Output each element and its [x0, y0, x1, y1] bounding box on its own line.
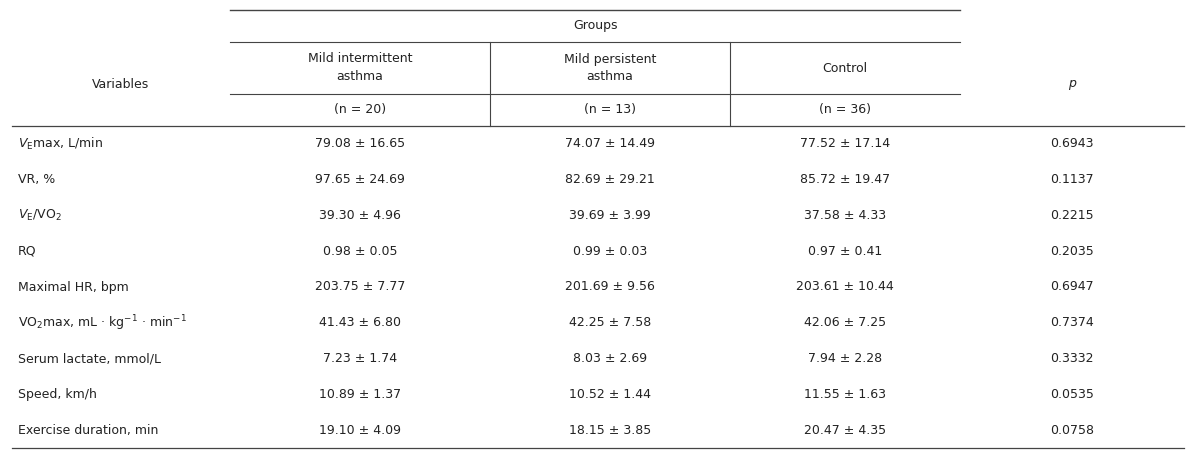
Text: 0.6947: 0.6947 — [1050, 280, 1094, 294]
Text: Maximal HR, bpm: Maximal HR, bpm — [18, 280, 129, 294]
Text: Exercise duration, min: Exercise duration, min — [18, 424, 158, 436]
Text: 203.61 ± 10.44: 203.61 ± 10.44 — [797, 280, 893, 294]
Text: 42.06 ± 7.25: 42.06 ± 7.25 — [804, 316, 886, 329]
Text: 97.65 ± 24.69: 97.65 ± 24.69 — [315, 173, 405, 186]
Text: $\mathit{V}_{\mathrm{E}}$max, L/min: $\mathit{V}_{\mathrm{E}}$max, L/min — [18, 136, 103, 152]
Text: 79.08 ± 16.65: 79.08 ± 16.65 — [315, 137, 405, 150]
Text: 0.7374: 0.7374 — [1050, 316, 1094, 329]
Text: 37.58 ± 4.33: 37.58 ± 4.33 — [804, 209, 886, 222]
Text: Variables: Variables — [92, 77, 150, 91]
Text: 18.15 ± 3.85: 18.15 ± 3.85 — [569, 424, 651, 436]
Text: 0.3332: 0.3332 — [1050, 352, 1094, 365]
Text: Mild intermittent
asthma: Mild intermittent asthma — [307, 53, 413, 83]
Text: 39.69 ± 3.99: 39.69 ± 3.99 — [569, 209, 651, 222]
Text: (n = 20): (n = 20) — [334, 104, 386, 116]
Text: 201.69 ± 9.56: 201.69 ± 9.56 — [565, 280, 655, 294]
Text: 0.99 ± 0.03: 0.99 ± 0.03 — [573, 245, 647, 258]
Text: 19.10 ± 4.09: 19.10 ± 4.09 — [319, 424, 401, 436]
Text: 41.43 ± 6.80: 41.43 ± 6.80 — [319, 316, 401, 329]
Text: 82.69 ± 29.21: 82.69 ± 29.21 — [566, 173, 655, 186]
Text: 42.25 ± 7.58: 42.25 ± 7.58 — [569, 316, 651, 329]
Text: (n = 36): (n = 36) — [819, 104, 871, 116]
Text: Speed, km/h: Speed, km/h — [18, 388, 97, 401]
Text: Serum lactate, mmol/L: Serum lactate, mmol/L — [18, 352, 161, 365]
Text: 0.0535: 0.0535 — [1050, 388, 1094, 401]
Text: 11.55 ± 1.63: 11.55 ± 1.63 — [804, 388, 886, 401]
Text: VR, %: VR, % — [18, 173, 55, 186]
Text: 8.03 ± 2.69: 8.03 ± 2.69 — [573, 352, 647, 365]
Text: RQ: RQ — [18, 245, 37, 258]
Text: 203.75 ± 7.77: 203.75 ± 7.77 — [315, 280, 405, 294]
Text: 85.72 ± 19.47: 85.72 ± 19.47 — [800, 173, 890, 186]
Text: Mild persistent
asthma: Mild persistent asthma — [563, 53, 657, 83]
Text: 0.1137: 0.1137 — [1050, 173, 1094, 186]
Text: 7.23 ± 1.74: 7.23 ± 1.74 — [323, 352, 397, 365]
Text: 0.0758: 0.0758 — [1050, 424, 1094, 436]
Text: 0.2215: 0.2215 — [1050, 209, 1094, 222]
Text: Control: Control — [823, 61, 867, 75]
Text: 0.2035: 0.2035 — [1050, 245, 1094, 258]
Text: 10.52 ± 1.44: 10.52 ± 1.44 — [569, 388, 651, 401]
Text: 0.97 ± 0.41: 0.97 ± 0.41 — [807, 245, 883, 258]
Text: 7.94 ± 2.28: 7.94 ± 2.28 — [808, 352, 883, 365]
Text: $\mathit{V}_{\mathrm{E}}$/VO$_{2}$: $\mathit{V}_{\mathrm{E}}$/VO$_{2}$ — [18, 208, 62, 223]
Text: VO$_{2}$max, mL · kg$^{-1}$ · min$^{-1}$: VO$_{2}$max, mL · kg$^{-1}$ · min$^{-1}$ — [18, 313, 187, 333]
Text: Groups: Groups — [573, 20, 617, 33]
Text: (n = 13): (n = 13) — [584, 104, 636, 116]
Text: 77.52 ± 17.14: 77.52 ± 17.14 — [800, 137, 890, 150]
Text: 10.89 ± 1.37: 10.89 ± 1.37 — [319, 388, 401, 401]
Text: 20.47 ± 4.35: 20.47 ± 4.35 — [804, 424, 886, 436]
Text: p: p — [1068, 77, 1076, 91]
Text: 0.98 ± 0.05: 0.98 ± 0.05 — [323, 245, 397, 258]
Text: 74.07 ± 14.49: 74.07 ± 14.49 — [565, 137, 655, 150]
Text: 39.30 ± 4.96: 39.30 ± 4.96 — [319, 209, 401, 222]
Text: 0.6943: 0.6943 — [1050, 137, 1094, 150]
